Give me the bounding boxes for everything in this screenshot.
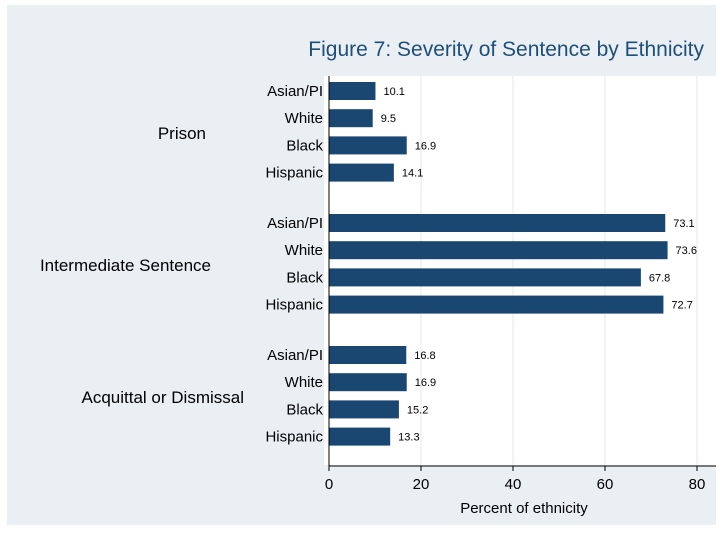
x-axis-ticks: 0 20 40 60 80 xyxy=(325,466,706,493)
chart-title: Figure 7: Severity of Sentence by Ethnic… xyxy=(308,38,704,61)
category-label: White xyxy=(285,110,323,127)
bar xyxy=(329,427,391,446)
bar xyxy=(329,346,407,364)
group-label: Intermediate Sentence xyxy=(40,256,211,275)
category-label: Asian/PI xyxy=(267,83,323,100)
category-label: Asian/PI xyxy=(267,215,323,232)
group-label: Acquittal or Dismissal xyxy=(82,388,245,407)
bar xyxy=(329,268,641,287)
category-label: Black xyxy=(286,137,323,154)
category-label: Hispanic xyxy=(265,429,323,446)
category-label: Hispanic xyxy=(265,297,323,314)
bar-value-label: 14.1 xyxy=(402,168,423,180)
category-label: Hispanic xyxy=(265,165,323,182)
bar-chart: 10.1 Asian/PI 9.5 White 16.9 Black 14.1 Hispani… xyxy=(40,38,716,517)
category-label: Black xyxy=(286,269,323,286)
x-tick-label: 0 xyxy=(325,476,333,493)
bar xyxy=(329,400,399,419)
bar-value-label: 13.3 xyxy=(398,432,419,444)
labels: 10.1 Asian/PI 9.5 White 16.9 Black 14.1 Hispani… xyxy=(40,83,697,446)
bar xyxy=(329,241,668,260)
bar-value-label: 16.8 xyxy=(414,350,435,362)
bars xyxy=(329,82,668,446)
bar-value-label: 16.9 xyxy=(415,140,436,152)
bar xyxy=(329,82,376,100)
x-axis-label: Percent of ethnicity xyxy=(460,500,588,517)
bar xyxy=(329,163,394,182)
bar xyxy=(329,373,407,392)
x-tick-label: 20 xyxy=(413,476,430,493)
bar xyxy=(329,214,666,232)
bar-value-label: 73.6 xyxy=(676,245,697,257)
category-label: Asian/PI xyxy=(267,347,323,364)
bar-value-label: 72.7 xyxy=(671,300,692,312)
category-label: White xyxy=(285,242,323,259)
group-label: Prison xyxy=(158,124,206,143)
x-tick-label: 40 xyxy=(505,476,522,493)
x-tick-label: 80 xyxy=(689,476,706,493)
bar-value-label: 9.5 xyxy=(381,113,396,125)
bar xyxy=(329,295,664,314)
bar-value-label: 10.1 xyxy=(383,86,404,98)
category-label: Black xyxy=(286,401,323,418)
bar-value-label: 16.9 xyxy=(415,377,436,389)
bar xyxy=(329,136,407,155)
bar-value-label: 15.2 xyxy=(407,404,428,416)
bar xyxy=(329,109,373,128)
x-tick-label: 60 xyxy=(597,476,614,493)
bar-value-label: 73.1 xyxy=(673,218,694,230)
category-label: White xyxy=(285,374,323,391)
bar-value-label: 67.8 xyxy=(649,272,670,284)
chart-canvas: 10.1 Asian/PI 9.5 White 16.9 Black 14.1 Hispani… xyxy=(7,5,716,525)
